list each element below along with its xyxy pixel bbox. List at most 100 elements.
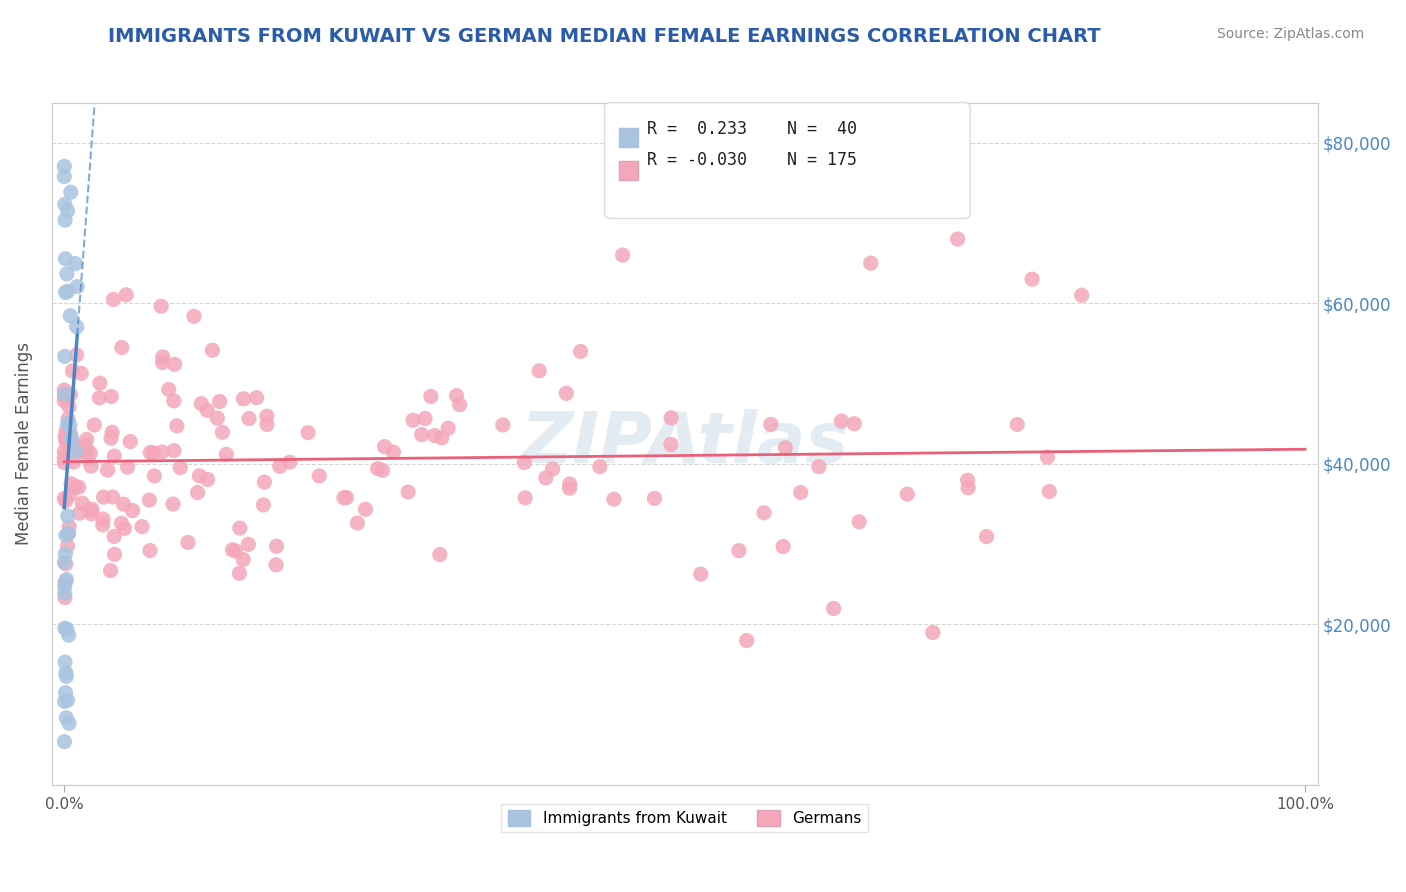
Germans <box>354 502 377 516</box>
Immigrants from Kuwait <box>53 655 76 669</box>
Germans <box>437 421 460 435</box>
Germans <box>232 392 254 406</box>
Germans <box>772 540 794 554</box>
Germans <box>177 535 200 549</box>
Immigrants from Kuwait <box>56 622 79 636</box>
Germans <box>62 455 84 469</box>
Germans <box>80 507 103 521</box>
Germans <box>197 472 219 486</box>
Germans <box>232 552 254 566</box>
Immigrants from Kuwait <box>58 716 80 731</box>
Germans <box>112 521 135 535</box>
Germans <box>152 350 174 364</box>
Immigrants from Kuwait <box>55 573 77 587</box>
Germans <box>80 459 103 474</box>
Germans <box>659 437 682 451</box>
Germans <box>859 256 882 270</box>
Germans <box>612 248 634 262</box>
Immigrants from Kuwait <box>65 444 87 458</box>
Germans <box>333 491 356 505</box>
Germans <box>91 517 114 532</box>
Immigrants from Kuwait <box>56 203 79 218</box>
Germans <box>208 394 231 409</box>
Germans <box>112 497 135 511</box>
Germans <box>689 567 711 582</box>
Germans <box>367 461 389 475</box>
Germans <box>138 493 160 508</box>
Germans <box>120 434 142 449</box>
Immigrants from Kuwait <box>53 579 76 593</box>
Germans <box>956 473 979 487</box>
Germans <box>807 459 830 474</box>
Germans <box>53 393 76 408</box>
Germans <box>65 440 87 454</box>
Immigrants from Kuwait <box>53 387 76 401</box>
Immigrants from Kuwait <box>59 309 82 323</box>
Germans <box>69 506 91 520</box>
Germans <box>55 557 77 571</box>
Immigrants from Kuwait <box>55 252 77 266</box>
Germans <box>59 488 82 502</box>
Immigrants from Kuwait <box>53 160 76 174</box>
Immigrants from Kuwait <box>56 693 79 707</box>
Germans <box>69 442 91 457</box>
Immigrants from Kuwait <box>53 350 76 364</box>
Germans <box>848 515 870 529</box>
Germans <box>215 447 238 461</box>
Germans <box>429 548 451 562</box>
Germans <box>1007 417 1029 432</box>
Germans <box>278 455 301 469</box>
Germans <box>789 485 811 500</box>
Germans <box>558 477 581 491</box>
Immigrants from Kuwait <box>55 528 77 542</box>
Germans <box>659 410 682 425</box>
Germans <box>121 503 143 517</box>
Germans <box>823 601 845 615</box>
Text: ZIPAtlas: ZIPAtlas <box>520 409 849 478</box>
Germans <box>1021 272 1043 286</box>
Germans <box>256 409 278 424</box>
Y-axis label: Median Female Earnings: Median Female Earnings <box>15 343 32 545</box>
Germans <box>775 441 797 455</box>
Germans <box>53 444 76 458</box>
Germans <box>76 433 98 447</box>
Immigrants from Kuwait <box>58 628 80 642</box>
Germans <box>252 498 274 512</box>
Germans <box>256 417 278 432</box>
Immigrants from Kuwait <box>56 509 79 524</box>
Germans <box>70 444 93 458</box>
Germans <box>150 299 173 313</box>
Germans <box>75 438 97 452</box>
Germans <box>157 383 180 397</box>
Germans <box>190 397 212 411</box>
Germans <box>1036 450 1059 464</box>
Germans <box>946 232 969 246</box>
Immigrants from Kuwait <box>59 185 82 199</box>
Germans <box>53 433 76 447</box>
Germans <box>97 463 120 477</box>
Immigrants from Kuwait <box>56 417 79 431</box>
Germans <box>111 341 134 355</box>
Germans <box>411 427 433 442</box>
Germans <box>79 446 101 460</box>
Germans <box>162 497 184 511</box>
Germans <box>131 519 153 533</box>
Germans <box>91 512 114 526</box>
Germans <box>207 411 229 425</box>
Germans <box>143 469 166 483</box>
Germans <box>534 471 557 485</box>
Germans <box>513 455 536 469</box>
Immigrants from Kuwait <box>53 586 76 600</box>
Germans <box>245 391 267 405</box>
Germans <box>921 625 943 640</box>
Germans <box>69 442 91 456</box>
Germans <box>728 543 751 558</box>
Immigrants from Kuwait <box>55 285 77 300</box>
Germans <box>152 355 174 369</box>
Germans <box>55 424 77 438</box>
Germans <box>374 440 396 454</box>
Germans <box>569 344 592 359</box>
Immigrants from Kuwait <box>55 547 77 561</box>
Germans <box>269 459 291 474</box>
Germans <box>101 490 124 504</box>
